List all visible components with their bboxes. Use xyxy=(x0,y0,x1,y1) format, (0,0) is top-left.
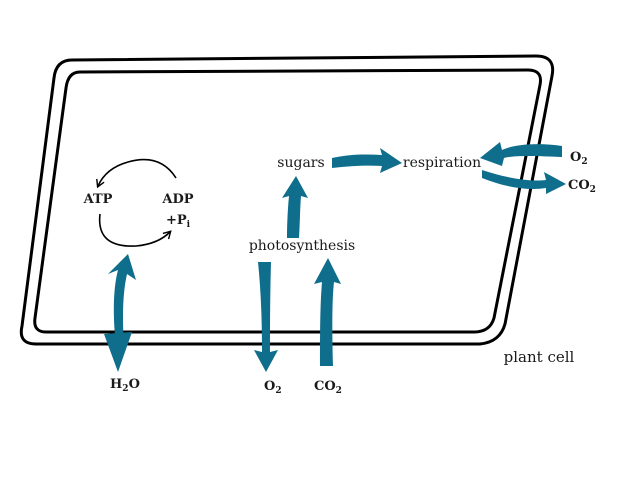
co2-bottom-label: CO2 xyxy=(314,379,342,396)
atp-to-adp-arrow xyxy=(98,213,172,247)
respiration-label: respiration xyxy=(403,155,481,171)
co2-in-arrow xyxy=(314,258,341,366)
cell-membrane-outline xyxy=(33,68,542,334)
o2-right-label: O2 xyxy=(570,150,588,167)
sugars-to-respiration-arrow xyxy=(332,148,402,173)
adp-label: ADP xyxy=(161,192,193,207)
o2-out-arrow xyxy=(254,262,278,372)
adp-to-atp-arrow xyxy=(96,158,177,189)
cell-wall-outline xyxy=(19,54,555,346)
atp-label: ATP xyxy=(83,192,113,207)
h2o-label: H2O xyxy=(110,377,140,394)
plant-cell-label: plant cell xyxy=(504,348,575,366)
co2-right-label: CO2 xyxy=(568,178,596,195)
pi-label: +Pi xyxy=(166,213,191,230)
co2-out-arrow xyxy=(482,170,566,194)
o2-in-arrow xyxy=(480,142,562,166)
sugars-label: sugars xyxy=(277,155,324,171)
photosynthesis-label: photosynthesis xyxy=(249,238,355,254)
h2o-exchange-arrow xyxy=(104,254,136,372)
o2-bottom-label: O2 xyxy=(264,379,282,396)
photosynthesis-to-sugars-arrow xyxy=(282,176,308,238)
